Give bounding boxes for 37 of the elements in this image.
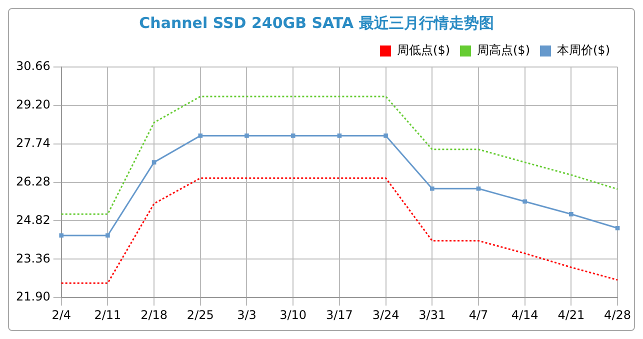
x-tick-label: 3/17: [326, 308, 353, 322]
point: [615, 226, 620, 230]
x-tick-label: 2/4: [52, 308, 72, 322]
x-tick-label: 4/21: [558, 308, 585, 322]
x-tick-label: 2/11: [94, 308, 122, 322]
point: [337, 134, 342, 138]
y-tick-label: 26.28: [16, 174, 50, 188]
y-tick-label: 27.74: [16, 136, 50, 150]
x-tick-label: 4/7: [468, 308, 488, 322]
x-tick-label: 3/3: [237, 308, 256, 322]
point: [430, 186, 434, 191]
x-tick-label: 2/25: [186, 308, 214, 322]
x-tick-label: 3/31: [418, 308, 446, 322]
point: [290, 134, 296, 138]
legend-label: 周高点($): [477, 43, 530, 58]
y-tick-label: 21.90: [16, 290, 50, 304]
y-tick-label: 24.82: [16, 212, 50, 227]
point: [244, 134, 249, 138]
y-tick-label: 23.36: [16, 251, 50, 266]
point: [384, 134, 388, 138]
chart-title: Channel SSD 240GB SATA 最近三月行情走势图: [139, 14, 494, 32]
x-tick-label: 4/14: [511, 308, 538, 322]
point: [106, 233, 110, 238]
y-tick-label: 30.66: [16, 59, 50, 74]
x-tick-label: 4/28: [604, 308, 632, 322]
legend-label: 本周价($): [557, 43, 610, 58]
x-tick-label: 2/18: [140, 308, 168, 322]
x-tick-label: 3/24: [372, 308, 400, 322]
point: [569, 212, 574, 216]
point: [152, 160, 156, 164]
point: [59, 233, 64, 238]
y-tick-label: 29.20: [16, 98, 50, 112]
point: [198, 134, 203, 138]
point: [476, 186, 481, 191]
legend-label: 周低点($): [397, 43, 450, 58]
x-tick-label: 3/10: [280, 308, 307, 322]
point: [522, 199, 527, 204]
